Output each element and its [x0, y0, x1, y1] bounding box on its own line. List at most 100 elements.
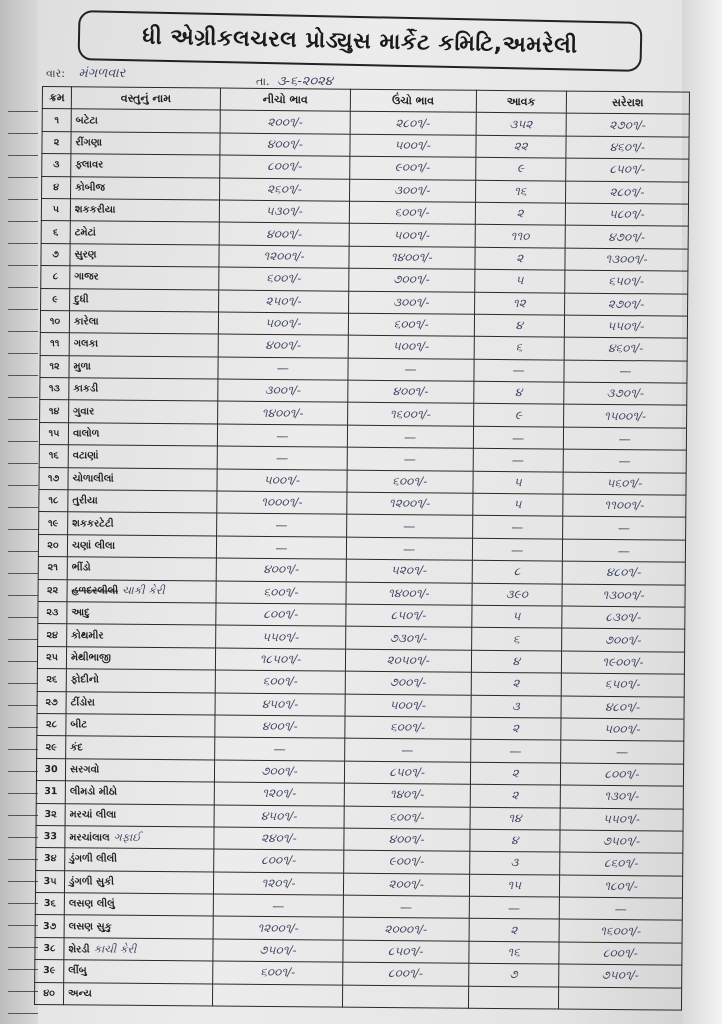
col-header-name: વસ્તુનું નામ: [71, 86, 221, 111]
high-price: ૯૦૦૧/-: [349, 156, 476, 180]
item-name-text: અન્ય: [68, 988, 92, 1000]
average-price: ૫૬૦૧/-: [562, 471, 687, 496]
handwritten-note: ચાકી કેરી: [122, 583, 165, 598]
high-price: ૫૦૦૧/-: [349, 133, 476, 158]
item-name-text: શકકરીયા: [74, 204, 116, 216]
col-header-no: ક્રમ: [42, 86, 72, 110]
item-name: રીંગણા: [70, 131, 221, 156]
high-price: ૪૦૦૧/-: [343, 828, 470, 852]
high-price: ૭૦૦૧/-: [345, 671, 471, 695]
adjacent-page-lines: [8, 90, 38, 1024]
low-price: ૬૦૦૧/-: [215, 580, 346, 605]
high-price: —: [347, 425, 474, 449]
arrival: ૪: [473, 381, 564, 405]
low-price: ૮૦૦૧/-: [215, 603, 346, 627]
high-price: ૬૦૦૧/-: [348, 313, 475, 337]
arrival: ૧૨: [474, 291, 565, 315]
average-price: ૮૫૦૧/-: [565, 158, 689, 182]
average-price: —: [562, 538, 686, 563]
item-name-text: ગાજર: [74, 271, 99, 283]
average-price: —: [560, 740, 684, 764]
item-name-text: કારેલા: [73, 316, 99, 328]
price-table: ક્રમ વસ્તુનું નામ નીચો ભાવ ઉંચો ભાવ આવક …: [34, 86, 690, 1011]
item-name: કોથમીર: [66, 624, 216, 648]
arrival: ૩૫૨: [475, 112, 567, 136]
item-name-text: ગુવાર: [73, 405, 95, 418]
item-name-text: ટીંડોરા: [70, 697, 95, 709]
arrival: ૧૬: [468, 941, 559, 965]
average-price: ૬૫૦૧/-: [564, 270, 688, 294]
row-number: ૨૩: [37, 601, 68, 625]
item-name-text: ભીંડો: [71, 562, 91, 574]
item-name: ટીંડોરા: [66, 691, 216, 715]
row-number: 3૬: [35, 892, 65, 916]
row-number: 33: [35, 825, 66, 849]
average-price: ૪૬૦૧/-: [565, 135, 690, 160]
low-price: ૬૦૦૧/-: [218, 267, 349, 291]
item-name-text: લસણ સુકુ: [68, 920, 112, 933]
row-number: 3૪: [35, 847, 65, 871]
high-price: ૨૮૦૧/-: [349, 111, 476, 136]
average-price: ૮૦૦૧/-: [560, 762, 684, 787]
item-name: સુરણ: [69, 243, 220, 268]
high-price: ૫૦૦૧/-: [348, 223, 475, 248]
high-price: ૭૩૦૧/-: [345, 626, 472, 651]
item-name-text: ચોળાલીલાં: [72, 473, 114, 485]
average-price: —: [559, 897, 683, 921]
item-name: શેરડી કાચી કેરી: [63, 937, 214, 962]
low-price: ૩૦૦૧/-: [217, 379, 348, 403]
arrival: ૫: [471, 605, 562, 629]
average-price: ૫૫૦૧/-: [559, 807, 684, 832]
average-price: ૧૮૦૧/-: [559, 874, 683, 899]
item-name-text: સુરણ: [74, 249, 97, 261]
high-price: —: [343, 895, 469, 919]
item-name: તુરીયા: [67, 489, 217, 514]
row-number: ૧૦: [40, 310, 70, 334]
low-price: ૫૦૦૧/-: [216, 468, 347, 493]
item-name: અન્ય: [63, 982, 213, 1007]
item-name: ફ્લાવર: [70, 153, 220, 178]
row-number: ૨: [41, 131, 72, 154]
average-price: —: [563, 359, 688, 384]
price-sheet: ધી એગ્રીકલચરલ પ્રોડ્યુસ માર્કેટ કમિટિ,અમ…: [34, 0, 722, 1024]
item-name: ગુવાર: [68, 400, 218, 424]
average-price: ૬૫૦૧/-: [561, 673, 685, 697]
average-price: ૫૫૦૧/-: [564, 314, 688, 339]
high-price: ૮૫૦૧/-: [344, 760, 471, 785]
item-name: લીંબુ: [63, 959, 213, 984]
date-field: તા. ૩-૬-૨૦૨૪: [256, 74, 333, 89]
item-name-text: વાલોળ: [72, 428, 100, 440]
arrival: ૨: [468, 918, 560, 942]
item-name-text: ફ્લાવર: [75, 159, 104, 171]
row-number: ૨૮: [36, 713, 67, 737]
low-price: ૨૫૦૧/-: [218, 289, 349, 314]
arrival: ૭: [468, 963, 559, 987]
arrival: ૫: [472, 470, 563, 495]
average-price: ૪૮૦૧/-: [560, 695, 685, 720]
high-price: ૫૦૦૧/-: [347, 335, 474, 359]
arrival: ૨: [470, 717, 561, 741]
low-price: ૪૦૦૧/-: [218, 334, 349, 358]
high-price: ૩૦૦૧/-: [349, 178, 476, 203]
high-price: ૨૦૦૧/-: [343, 872, 470, 897]
average-price: ૧૩૦૦૧/-: [564, 247, 689, 272]
high-price: ૬૦૦૧/-: [344, 716, 471, 740]
low-price: ૭૫૦૧/-: [212, 938, 343, 963]
item-name-text: બટેટા: [75, 114, 98, 127]
average-price: ૭૦૦૧/-: [561, 628, 685, 652]
average-price: ૧૬૦૦૧/-: [558, 919, 683, 943]
average-price: ૧૫૦૦૧/-: [563, 404, 687, 428]
item-name: ફોદીનો: [66, 668, 216, 693]
row-number: ૧૨: [39, 355, 70, 378]
handwritten-note: કાચી કેરી: [93, 942, 137, 956]
row-number: ૪: [41, 176, 71, 199]
high-price: ૭૦૦૧/-: [348, 268, 475, 292]
item-name: લસણ લીલું: [64, 892, 214, 917]
row-number: 30: [36, 758, 66, 781]
row-number: ૨૦: [38, 534, 68, 557]
row-number: ૨૪: [37, 623, 67, 647]
row-number: ૧: [42, 108, 72, 132]
day-value: મંગળવાર: [78, 66, 126, 81]
average-price: ૮૦૦૧/-: [558, 941, 683, 966]
high-price: ૮૫૦૧/-: [345, 604, 472, 628]
